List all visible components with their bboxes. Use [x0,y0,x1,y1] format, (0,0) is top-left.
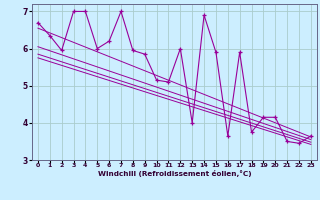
X-axis label: Windchill (Refroidissement éolien,°C): Windchill (Refroidissement éolien,°C) [98,170,251,177]
